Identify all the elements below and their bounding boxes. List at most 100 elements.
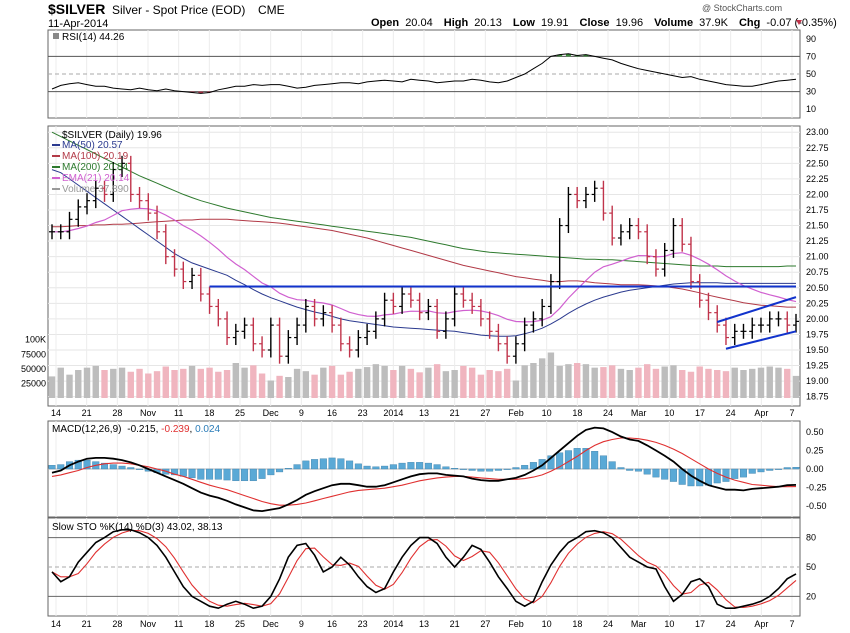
volume-bar [722, 371, 730, 398]
macd-tick-label: -0.25 [806, 482, 827, 492]
price-bar [399, 286, 406, 314]
x-tick-label-bottom: 18 [572, 619, 582, 629]
volume-bar [635, 367, 642, 398]
x-tick-label-bottom: 24 [603, 619, 613, 629]
macd-histogram-bar [118, 465, 126, 470]
price-bar [346, 336, 353, 358]
rsi-layer [48, 53, 800, 94]
rsi-line [51, 53, 797, 94]
macd-histogram-bar [328, 457, 336, 470]
moving-averages-layer [51, 131, 797, 337]
price-tick-label: 21.00 [806, 252, 829, 262]
x-tick-label: 24 [726, 408, 736, 418]
volume-bar [267, 380, 275, 398]
volume-bar [705, 368, 712, 398]
volume-bar [416, 372, 423, 398]
price-tick-label: 19.25 [806, 361, 829, 371]
x-tick-label-bottom: 24 [726, 619, 736, 629]
macd-tick-label: -0.50 [806, 501, 827, 511]
chg-label: Chg [739, 17, 760, 29]
x-tick-label: 21 [82, 408, 92, 418]
volume-bar [337, 374, 345, 398]
close-value: 19.96 [616, 17, 644, 29]
x-tick-label: 18 [204, 408, 214, 418]
price-bar [407, 286, 414, 308]
macd-histogram-bar [731, 468, 739, 479]
x-tick-label: 21 [450, 408, 460, 418]
x-tick-label-bottom: Mar [631, 619, 647, 629]
volume-bar [425, 367, 432, 398]
volume-bar [652, 368, 660, 398]
price-bar [460, 286, 467, 308]
volume-bar [608, 365, 616, 398]
macd-histogram-bar [477, 468, 485, 472]
macd-histogram-bar [652, 468, 660, 478]
macd-histogram-bar [451, 468, 459, 470]
price-bar [609, 205, 616, 246]
volume-bar [477, 374, 485, 398]
volume-bar [118, 367, 126, 398]
macd-layer [48, 426, 800, 513]
macd-histogram-bar [407, 462, 415, 470]
macd-tick-label: 0.50 [806, 427, 824, 437]
macd-histogram-bar [582, 448, 590, 470]
x-tick-label-bottom: Dec [263, 619, 280, 629]
chg-value: -0.07 (-0.35%) [766, 17, 836, 29]
macd-histogram-bar [363, 465, 371, 470]
x-tick-label: 28 [112, 408, 122, 418]
macd-histogram-bar [372, 466, 380, 470]
price-tick-label: 22.75 [806, 143, 829, 153]
price-tick-label: 21.50 [806, 221, 829, 231]
macd-histogram-bar [494, 468, 502, 471]
macd-histogram-bar [136, 468, 144, 470]
price-tick-label: 22.50 [806, 158, 829, 168]
price-bar [652, 249, 659, 277]
price-tick-label: 18.75 [806, 392, 829, 402]
price-bar [486, 311, 493, 339]
price-bar [171, 249, 178, 277]
price-bar [189, 267, 196, 290]
price-bar [145, 193, 152, 221]
macd-histogram-bar [512, 467, 520, 470]
chart-header: $SILVER Silver - Spot Price (EOD) CME 11… [48, 1, 837, 30]
stoch-d-line [51, 529, 797, 609]
price-bar [285, 330, 292, 364]
price-bar [477, 298, 484, 327]
price-tick-label: 22.00 [806, 189, 829, 199]
volume-bar [731, 367, 738, 398]
macd-histogram-bar [442, 466, 450, 470]
volume-bar [162, 366, 169, 398]
stoch-legend: Slow STO %K(14) %D(3) 43.02, 38.13 [52, 522, 223, 533]
x-tick-label: 10 [664, 408, 674, 418]
price-bar [696, 274, 703, 308]
open-value: 20.04 [405, 17, 433, 29]
close-label: Close [580, 17, 610, 29]
price-bar [364, 323, 371, 346]
price-bar [451, 286, 458, 327]
macd-histogram-bar [626, 468, 634, 471]
price-bar [539, 298, 546, 327]
volume-bar [626, 370, 633, 398]
volume-bar [320, 367, 327, 398]
price-bar [591, 180, 598, 202]
macd-histogram-bar [634, 468, 642, 472]
volume-bar [503, 368, 511, 398]
rsi-tick-label: 10 [806, 104, 816, 114]
price-bar [731, 323, 738, 346]
volume-bar [136, 368, 143, 398]
price-bar [582, 186, 589, 209]
down-arrow-icon [796, 20, 802, 25]
high-value: 20.13 [474, 17, 502, 29]
stoch-tick-label: 80 [806, 533, 816, 543]
x-tick-label-bottom: 18 [204, 619, 214, 629]
x-tick-label-bottom: 10 [664, 619, 674, 629]
x-tick-label: 17 [695, 408, 705, 418]
rsi-tick-label: 90 [806, 34, 816, 44]
price-bar [92, 180, 99, 209]
volume-bar [512, 380, 520, 398]
volume-bar [775, 367, 782, 398]
macd-signal-line [51, 437, 797, 506]
volume-bar [355, 368, 362, 398]
grid-lines [48, 30, 800, 616]
macd-histogram-bar [424, 462, 432, 470]
